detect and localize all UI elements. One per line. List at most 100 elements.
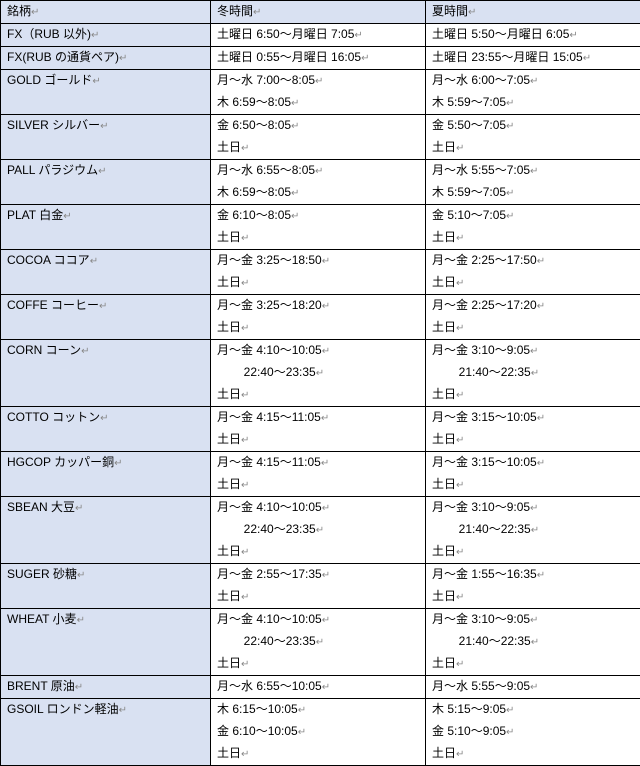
symbol-label xyxy=(1,384,211,407)
return-mark: ↵ xyxy=(100,413,108,424)
header-winter: 冬時間↵ xyxy=(211,1,426,24)
return-mark: ↵ xyxy=(291,98,299,109)
return-mark: ↵ xyxy=(315,166,323,177)
return-mark: ↵ xyxy=(77,615,85,626)
return-mark: ↵ xyxy=(321,413,329,424)
return-mark: ↵ xyxy=(291,211,299,222)
return-mark: ↵ xyxy=(506,705,514,716)
summer-cell: 月～金 2:25～17:50↵ xyxy=(426,250,640,273)
return-mark: ↵ xyxy=(322,615,330,626)
symbol-label: COCOA ココア↵ xyxy=(1,250,211,273)
symbol-label xyxy=(1,182,211,205)
table-row: BRENT 原油↵月～水 6:55～10:05↵月～水 5:55～9:05↵ xyxy=(1,676,640,699)
summer-cell: 土日↵ xyxy=(426,586,640,609)
symbol-label xyxy=(1,474,211,497)
table-row: 土日↵土日↵ xyxy=(1,272,640,295)
symbol-label: WHEAT 小麦↵ xyxy=(1,609,211,632)
table-row: 土日↵土日↵ xyxy=(1,474,640,497)
summer-cell: 月～金 3:10～9:05↵ xyxy=(426,340,640,363)
winter-cell: 月～金 4:15～11:05↵ xyxy=(211,452,426,475)
summer-cell: 木 5:59～7:05↵ xyxy=(426,92,640,115)
trading-hours-table: 銘柄↵冬時間↵夏時間↵FX（RUB 以外)↵土曜日 6:50～月曜日 7:05↵… xyxy=(0,0,640,766)
table-row: 土日↵土日↵ xyxy=(1,743,640,766)
winter-cell: 土日↵ xyxy=(211,317,426,340)
winter-cell: 土日↵ xyxy=(211,474,426,497)
table-row: 土日↵土日↵ xyxy=(1,653,640,676)
return-mark: ↵ xyxy=(322,301,330,312)
return-mark: ↵ xyxy=(456,659,464,670)
return-mark: ↵ xyxy=(241,390,249,401)
return-mark: ↵ xyxy=(456,278,464,289)
winter-cell: 土日↵ xyxy=(211,429,426,452)
return-mark: ↵ xyxy=(92,76,100,87)
symbol-label xyxy=(1,92,211,115)
return-mark: ↵ xyxy=(241,278,249,289)
return-mark: ↵ xyxy=(506,211,514,222)
winter-cell: 土日↵ xyxy=(211,586,426,609)
table-row: PALL パラジウム↵月～水 6:55～8:05↵月～水 5:55～7:05↵ xyxy=(1,160,640,183)
winter-cell: 22:40～23:35↵ xyxy=(211,362,426,384)
table-row: SBEAN 大豆↵月～金 4:10～10:05↵月～金 3:10～9:05↵ xyxy=(1,497,640,520)
return-mark: ↵ xyxy=(119,705,127,716)
return-mark: ↵ xyxy=(321,458,329,469)
winter-cell: 月～金 4:10～10:05↵ xyxy=(211,340,426,363)
return-mark: ↵ xyxy=(291,121,299,132)
return-mark: ↵ xyxy=(75,682,83,693)
table-row: SUGER 砂糖↵月～金 2:55～17:35↵月～金 1:55～16:35↵ xyxy=(1,564,640,587)
return-mark: ↵ xyxy=(468,7,476,18)
winter-cell: 土日↵ xyxy=(211,743,426,766)
return-mark: ↵ xyxy=(322,503,330,514)
return-mark: ↵ xyxy=(531,525,539,536)
table-row: 土日↵土日↵ xyxy=(1,317,640,340)
return-mark: ↵ xyxy=(506,121,514,132)
summer-cell: 土日↵ xyxy=(426,541,640,564)
header-summer: 夏時間↵ xyxy=(426,1,640,24)
symbol-label: COFFE コーヒー↵ xyxy=(1,295,211,318)
summer-cell: 月～水 5:55～7:05↵ xyxy=(426,160,640,183)
summer-cell: 土日↵ xyxy=(426,227,640,250)
summer-cell: 月～金 3:10～9:05↵ xyxy=(426,609,640,632)
return-mark: ↵ xyxy=(361,53,369,64)
return-mark: ↵ xyxy=(315,76,323,87)
winter-cell: 月～金 3:25～18:50↵ xyxy=(211,250,426,273)
symbol-label: COTTO コットン↵ xyxy=(1,407,211,430)
summer-cell: 土日↵ xyxy=(426,272,640,295)
table-row: 金 6:10～10:05↵金 5:10～9:05↵ xyxy=(1,721,640,743)
return-mark: ↵ xyxy=(506,188,514,199)
table-row: FX（RUB 以外)↵土曜日 6:50～月曜日 7:05↵土曜日 5:50～月曜… xyxy=(1,24,640,47)
return-mark: ↵ xyxy=(456,435,464,446)
return-mark: ↵ xyxy=(537,256,545,267)
table-row: WHEAT 小麦↵月～金 4:10～10:05↵月～金 3:10～9:05↵ xyxy=(1,609,640,632)
table-row: CORN コーン↵月～金 4:10～10:05↵月～金 3:10～9:05↵ xyxy=(1,340,640,363)
return-mark: ↵ xyxy=(98,166,106,177)
table-row: COTTO コットン↵月～金 4:15～11:05↵月～金 3:15～10:05… xyxy=(1,407,640,430)
symbol-label xyxy=(1,743,211,766)
winter-cell: 土日↵ xyxy=(211,137,426,160)
return-mark: ↵ xyxy=(322,570,330,581)
return-mark: ↵ xyxy=(241,143,249,154)
summer-cell: 土日↵ xyxy=(426,743,640,766)
summer-cell: 金 5:10～9:05↵ xyxy=(426,721,640,743)
summer-cell: 月～水 5:55～9:05↵ xyxy=(426,676,640,699)
summer-cell: 月～金 1:55～16:35↵ xyxy=(426,564,640,587)
summer-cell: 金 5:10～7:05↵ xyxy=(426,205,640,228)
return-mark: ↵ xyxy=(241,480,249,491)
winter-cell: 土日↵ xyxy=(211,541,426,564)
symbol-label xyxy=(1,227,211,250)
symbol-label xyxy=(1,631,211,653)
summer-cell: 月～水 6:00～7:05↵ xyxy=(426,70,640,93)
return-mark: ↵ xyxy=(322,682,330,693)
symbol-label xyxy=(1,586,211,609)
winter-cell: 木 6:59～8:05↵ xyxy=(211,92,426,115)
return-mark: ↵ xyxy=(298,727,306,738)
summer-cell: 土曜日 5:50～月曜日 6:05↵ xyxy=(426,24,640,47)
return-mark: ↵ xyxy=(583,53,591,64)
summer-cell: 金 5:50～7:05↵ xyxy=(426,115,640,138)
summer-cell: 土日↵ xyxy=(426,384,640,407)
winter-cell: 木 6:59～8:05↵ xyxy=(211,182,426,205)
winter-cell: 金 6:10～8:05↵ xyxy=(211,205,426,228)
symbol-label: PLAT 白金↵ xyxy=(1,205,211,228)
return-mark: ↵ xyxy=(241,592,249,603)
return-mark: ↵ xyxy=(241,547,249,558)
table-row: 土日↵土日↵ xyxy=(1,541,640,564)
